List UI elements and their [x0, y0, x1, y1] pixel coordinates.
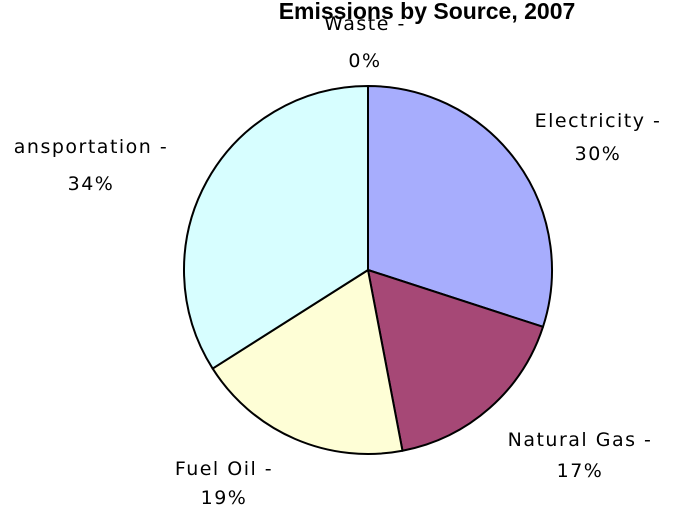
pie-slice [183, 85, 369, 370]
slice-label: Electricity - [535, 110, 662, 132]
pie-slice [367, 85, 553, 328]
slice-label: Waste - [324, 13, 406, 35]
slice-label: Natural Gas - [508, 429, 653, 451]
chart-title: Emissions by Source, 2007 [279, 0, 576, 24]
slice-label: ansportation - [14, 136, 168, 158]
pie-slices [183, 85, 553, 455]
pie-slice [211, 269, 404, 455]
slice-label: Fuel Oil - [175, 458, 273, 480]
slice-value-label: 17% [557, 460, 604, 482]
slice-value-label: 34% [68, 173, 115, 195]
pie-slice [367, 269, 544, 452]
slice-value-label: 0% [348, 50, 381, 72]
slice-value-label: 19% [201, 487, 248, 508]
slice-value-label: 30% [575, 143, 622, 165]
pie-labels: Electricity - 30% Natural Gas - 17% Fuel Oil… [14, 13, 662, 508]
